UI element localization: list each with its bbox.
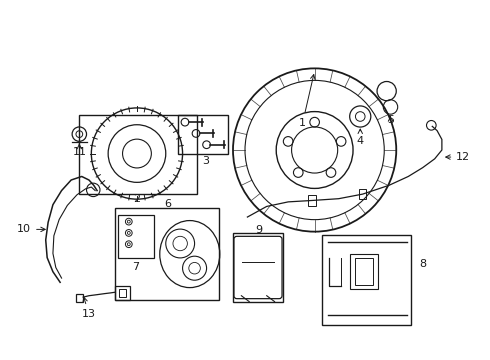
Bar	[308, 195, 316, 206]
Bar	[115, 208, 219, 300]
Text: 8: 8	[419, 259, 426, 269]
Text: 13: 13	[82, 297, 96, 319]
Bar	[233, 233, 283, 302]
Text: 9: 9	[255, 225, 262, 235]
Bar	[350, 254, 378, 289]
Bar	[322, 235, 411, 325]
Text: 10: 10	[17, 224, 45, 234]
Text: 5: 5	[387, 115, 394, 125]
Bar	[76, 294, 83, 302]
Bar	[355, 258, 373, 285]
Bar	[118, 215, 154, 258]
Text: 6: 6	[165, 199, 172, 209]
Text: 3: 3	[202, 156, 209, 166]
Bar	[178, 115, 228, 153]
Bar	[359, 189, 367, 199]
Bar	[79, 115, 197, 194]
Text: 4: 4	[357, 129, 364, 147]
Text: 11: 11	[73, 144, 86, 157]
Text: 7: 7	[132, 262, 139, 273]
Text: 2: 2	[133, 194, 141, 204]
Bar	[115, 286, 130, 300]
Text: 1: 1	[299, 75, 315, 128]
Bar	[119, 289, 126, 297]
Text: 12: 12	[446, 152, 470, 162]
